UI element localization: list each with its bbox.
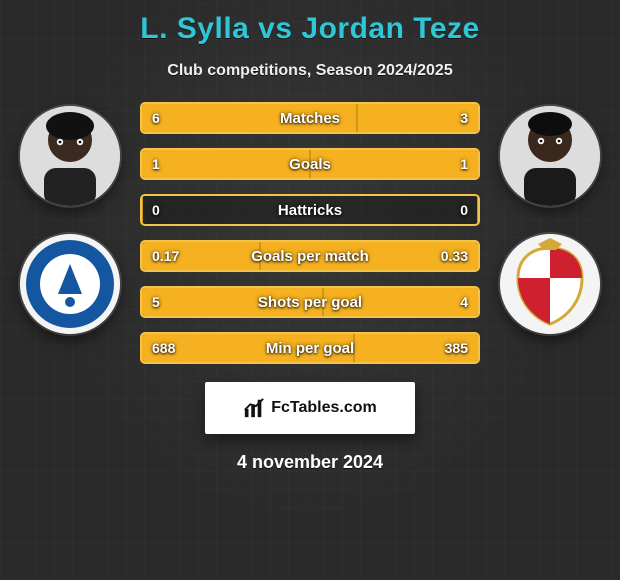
stat-value-right: 385 [445, 334, 468, 362]
stat-bar: 688 Min per goal 385 [140, 332, 480, 364]
club-badge-icon [500, 234, 600, 334]
stat-bar: 5 Shots per goal 4 [140, 286, 480, 318]
stat-value-right: 3 [460, 104, 468, 132]
stat-label: Min per goal [142, 334, 478, 362]
brand-watermark: FcTables.com [205, 382, 415, 434]
stat-value-right: 4 [460, 288, 468, 316]
club-badge-left [20, 234, 120, 334]
player-avatar-left [20, 106, 120, 206]
brand-label: FcTables.com [271, 399, 377, 417]
stat-label: Goals [142, 150, 478, 178]
page-subtitle: Club competitions, Season 2024/2025 [0, 62, 620, 80]
snapshot-date: 4 november 2024 [0, 452, 620, 473]
right-column [494, 102, 606, 334]
stat-label: Hattricks [142, 196, 478, 224]
stat-value-right: 0 [460, 196, 468, 224]
club-badge-right [500, 234, 600, 334]
brand-logo-icon [243, 397, 265, 419]
stat-value-right: 0.33 [441, 242, 468, 270]
stat-bar: 0.17 Goals per match 0.33 [140, 240, 480, 272]
stats-bars: 6 Matches 3 1 Goals 1 0 Hattricks 0 0.17… [140, 102, 480, 364]
stat-label: Shots per goal [142, 288, 478, 316]
stat-bar: 0 Hattricks 0 [140, 194, 480, 226]
club-badge-icon [20, 234, 120, 334]
avatar-placeholder-icon [20, 106, 120, 206]
stat-label: Matches [142, 104, 478, 132]
player-avatar-right [500, 106, 600, 206]
page-title: L. Sylla vs Jordan Teze [0, 0, 620, 46]
avatar-placeholder-icon [500, 106, 600, 206]
comparison-panel: 6 Matches 3 1 Goals 1 0 Hattricks 0 0.17… [0, 102, 620, 364]
left-column [14, 102, 126, 334]
stat-bar: 6 Matches 3 [140, 102, 480, 134]
stat-label: Goals per match [142, 242, 478, 270]
stat-value-right: 1 [460, 150, 468, 178]
stat-bar: 1 Goals 1 [140, 148, 480, 180]
